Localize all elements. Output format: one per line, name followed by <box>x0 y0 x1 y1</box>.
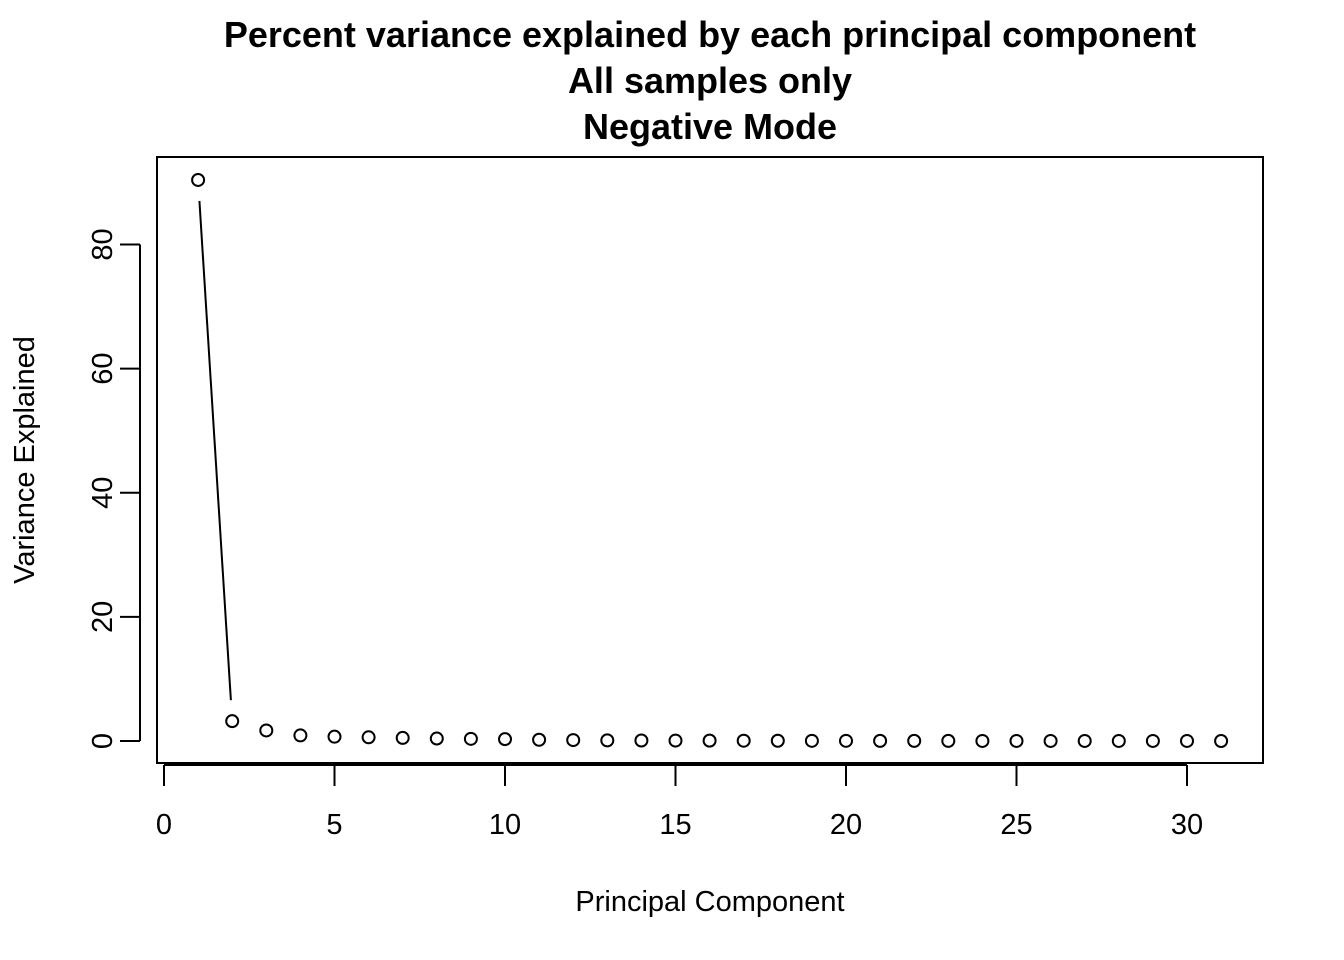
data-point <box>668 733 683 748</box>
data-point <box>975 733 990 748</box>
data-point <box>634 733 649 748</box>
data-point <box>1180 733 1194 748</box>
chart-subtitle-2: Negative Mode <box>583 106 837 147</box>
series-line-segment <box>198 200 232 701</box>
chart-title: Percent variance explained by each princ… <box>224 14 1196 55</box>
x-tick-label: 20 <box>830 809 862 841</box>
data-point <box>839 733 853 748</box>
x-tick-label: 15 <box>659 809 691 841</box>
data-point <box>429 731 444 746</box>
y-tick-label: 0 <box>87 733 119 749</box>
data-point <box>804 733 819 748</box>
data-point <box>395 730 410 745</box>
x-tick-label: 25 <box>1000 809 1032 841</box>
data-point <box>1077 733 1092 748</box>
y-tick-label: 60 <box>87 353 119 385</box>
data-point <box>1145 733 1160 748</box>
y-tick-label: 40 <box>87 477 119 509</box>
data-point <box>327 729 342 744</box>
data-point <box>361 730 376 745</box>
x-axis-label: Principal Component <box>575 886 844 918</box>
data-point <box>702 733 717 748</box>
data-point <box>600 733 615 748</box>
data-point <box>770 733 785 748</box>
data-point <box>1214 734 1229 748</box>
data-point <box>1043 733 1058 748</box>
data-point <box>566 733 581 748</box>
x-tick-label: 5 <box>326 809 342 841</box>
y-axis: 0 20 40 60 80 <box>87 228 141 749</box>
data-point <box>873 733 888 748</box>
data-point <box>191 172 206 187</box>
x-tick-label: 10 <box>489 809 521 841</box>
data-point <box>907 733 922 748</box>
data-point <box>463 731 478 746</box>
x-tick-label: 0 <box>156 809 172 841</box>
data-point <box>1111 733 1126 748</box>
y-axis-label: Variance Explained <box>9 336 41 584</box>
x-axis: 0 5 10 15 20 25 30 <box>156 764 1203 841</box>
data-point <box>941 733 956 748</box>
data-point <box>225 714 240 729</box>
chart-subtitle-1: All samples only <box>568 60 852 101</box>
y-tick-label: 20 <box>87 601 119 633</box>
plot-frame <box>156 156 1264 764</box>
series-points <box>191 172 1229 748</box>
data-point <box>736 733 751 748</box>
x-tick-label: 30 <box>1171 809 1203 841</box>
y-tick-label: 80 <box>87 228 119 260</box>
data-point <box>293 728 308 743</box>
data-point <box>259 723 274 738</box>
data-point <box>498 732 512 747</box>
data-point <box>1009 733 1024 748</box>
data-point <box>532 732 547 747</box>
